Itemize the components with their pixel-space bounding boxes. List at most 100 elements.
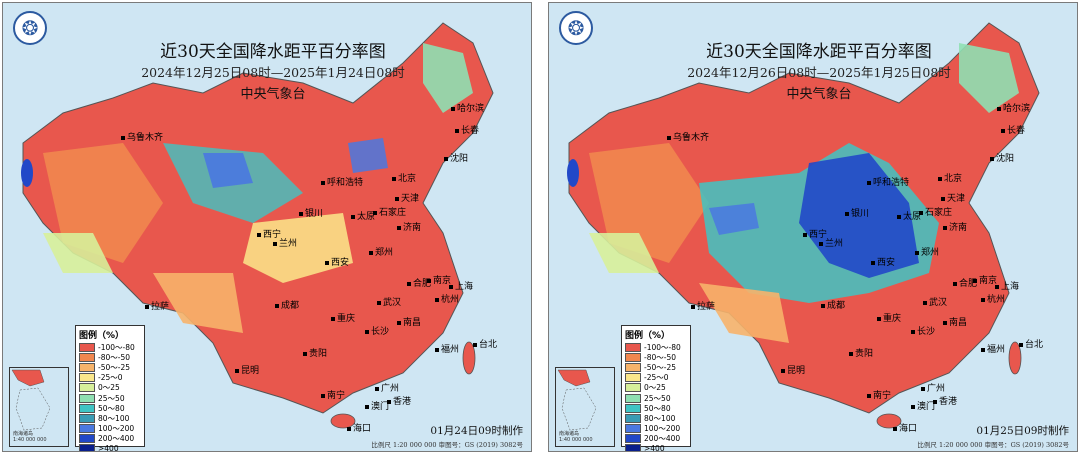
legend-label: 100～200 xyxy=(644,424,681,434)
legend-item: >400 xyxy=(79,444,141,451)
inset-label: 南海诸岛 1:40 000 000 xyxy=(13,431,47,443)
city-label: 武汉 xyxy=(923,295,947,308)
map-title: 近30天全国降水距平百分率图 xyxy=(706,42,932,62)
legend-item: 100～200 xyxy=(625,424,687,434)
cma-logo-icon: ❂ xyxy=(13,11,47,45)
taiwan-island xyxy=(462,341,476,375)
legend-item: -80～-50 xyxy=(625,352,687,362)
city-label: 拉萨 xyxy=(145,299,169,312)
orange-zone-sw xyxy=(153,273,243,333)
legend-label: 25～50 xyxy=(98,393,125,403)
city-label: 重庆 xyxy=(877,311,901,324)
city-label: 长春 xyxy=(455,123,479,136)
city-label: 广州 xyxy=(375,381,399,394)
inset-map xyxy=(11,369,51,431)
city-label: 郑州 xyxy=(369,245,393,258)
city-label: 兰州 xyxy=(273,236,297,249)
south-china-sea-inset: 南海诸岛 1:40 000 000 xyxy=(9,367,69,447)
legend-item: 0～25 xyxy=(79,383,141,393)
legend-swatch xyxy=(625,444,641,451)
legend-swatch xyxy=(625,393,641,403)
city-label: 成都 xyxy=(821,298,845,311)
map-panel-left: ❂ 近30天全国降水距平百分率图 2024年12月25日08时—2025年1月2… xyxy=(2,2,532,452)
legend-label: -50～-25 xyxy=(644,362,676,372)
city-label: 西安 xyxy=(871,255,895,268)
legend-swatch xyxy=(625,403,641,413)
map-period: 2024年12月25日08时—2025年1月24日08时 xyxy=(141,65,405,80)
city-label: 长春 xyxy=(1001,123,1025,136)
wet-zone-northeast xyxy=(959,43,1019,113)
legend-item: -50～-25 xyxy=(625,362,687,372)
legend-item: -100～-80 xyxy=(79,342,141,352)
legend-item: -50～-25 xyxy=(79,362,141,372)
city-label: 上海 xyxy=(995,279,1019,292)
legend-swatch xyxy=(79,434,95,444)
legend-swatch xyxy=(625,434,641,444)
legend-item: 25～50 xyxy=(79,393,141,403)
city-label: 太原 xyxy=(351,209,375,222)
legend-swatch xyxy=(79,403,95,413)
legend-swatch xyxy=(79,342,95,352)
city-label: 乌鲁木齐 xyxy=(667,130,709,143)
scale-note: 比例尺 1:20 000 000 审图号：GS (2019) 3082号 xyxy=(371,441,523,449)
city-label: 南京 xyxy=(973,273,997,286)
city-label: 杭州 xyxy=(981,292,1005,305)
legend-item: 100～200 xyxy=(79,424,141,434)
city-label: 石家庄 xyxy=(919,205,952,218)
legend-label: 0～25 xyxy=(644,383,666,393)
city-label: 海口 xyxy=(893,421,917,434)
map-legend: 图例（%） -100～-80 -80～-50 -50～-25 -25～0 0～25 25～… xyxy=(75,325,145,451)
map-period: 2024年12月26日08时—2025年1月25日08时 xyxy=(687,65,951,80)
production-time: 01月24日09时制作 xyxy=(430,425,523,437)
legend-title: 图例（%） xyxy=(79,331,125,341)
legend-label: 80～100 xyxy=(644,413,676,423)
legend-rows: -100～-80 -80～-50 -50～-25 -25～0 0～25 25～50 50～8… xyxy=(625,342,687,452)
legend-swatch xyxy=(79,352,95,362)
city-label: 重庆 xyxy=(331,311,355,324)
city-label: 香港 xyxy=(933,394,957,407)
map-legend: 图例（%） -100～-80 -80～-50 -50～-25 -25～0 0～25 25～… xyxy=(621,325,691,451)
legend-swatch xyxy=(625,424,641,434)
legend-label: 200～400 xyxy=(644,434,681,444)
city-label: 南宁 xyxy=(867,388,891,401)
moderate-zone-west xyxy=(589,233,659,273)
legend-label: 80～100 xyxy=(98,413,130,423)
city-label: 香港 xyxy=(387,394,411,407)
map-panel-right: ❂ 近30天全国降水距平百分率图 2024年12月26日08时—2025年1月2… xyxy=(548,2,1078,452)
legend-item: 80～100 xyxy=(79,413,141,423)
legend-label: 50～80 xyxy=(98,403,125,413)
legend-label: -100～-80 xyxy=(98,342,135,352)
city-label: 郑州 xyxy=(915,245,939,258)
cma-logo-icon: ❂ xyxy=(559,11,593,45)
wet-core-west xyxy=(709,203,759,235)
legend-swatch xyxy=(79,383,95,393)
city-label: 西宁 xyxy=(803,227,827,240)
legend-label: 0～25 xyxy=(98,383,120,393)
legend-label: -25～0 xyxy=(644,373,669,383)
city-label: 南京 xyxy=(427,273,451,286)
city-label: 合肥 xyxy=(407,276,431,289)
legend-label: >400 xyxy=(644,444,665,452)
legend-item: 80～100 xyxy=(625,413,687,423)
city-label: 呼和浩特 xyxy=(867,175,909,188)
wet-spot-west xyxy=(567,159,579,187)
moderate-zone-west xyxy=(43,233,113,273)
city-label: 沈阳 xyxy=(444,151,468,164)
legend-item: 50～80 xyxy=(625,403,687,413)
city-label: 银川 xyxy=(845,206,869,219)
legend-item: -25～0 xyxy=(625,373,687,383)
legend-label: 25～50 xyxy=(644,393,671,403)
legend-label: -50～-25 xyxy=(98,362,130,372)
south-china-sea-inset: 南海诸岛 1:40 000 000 xyxy=(555,367,615,447)
legend-item: 50～80 xyxy=(79,403,141,413)
legend-swatch xyxy=(79,424,95,434)
legend-swatch xyxy=(79,393,95,403)
city-label: 乌鲁木齐 xyxy=(121,130,163,143)
city-label: 南昌 xyxy=(943,315,967,328)
legend-swatch xyxy=(625,362,641,372)
city-label: 台北 xyxy=(473,337,497,350)
city-label: 成都 xyxy=(275,298,299,311)
legend-swatch xyxy=(625,352,641,362)
city-label: 北京 xyxy=(938,171,962,184)
